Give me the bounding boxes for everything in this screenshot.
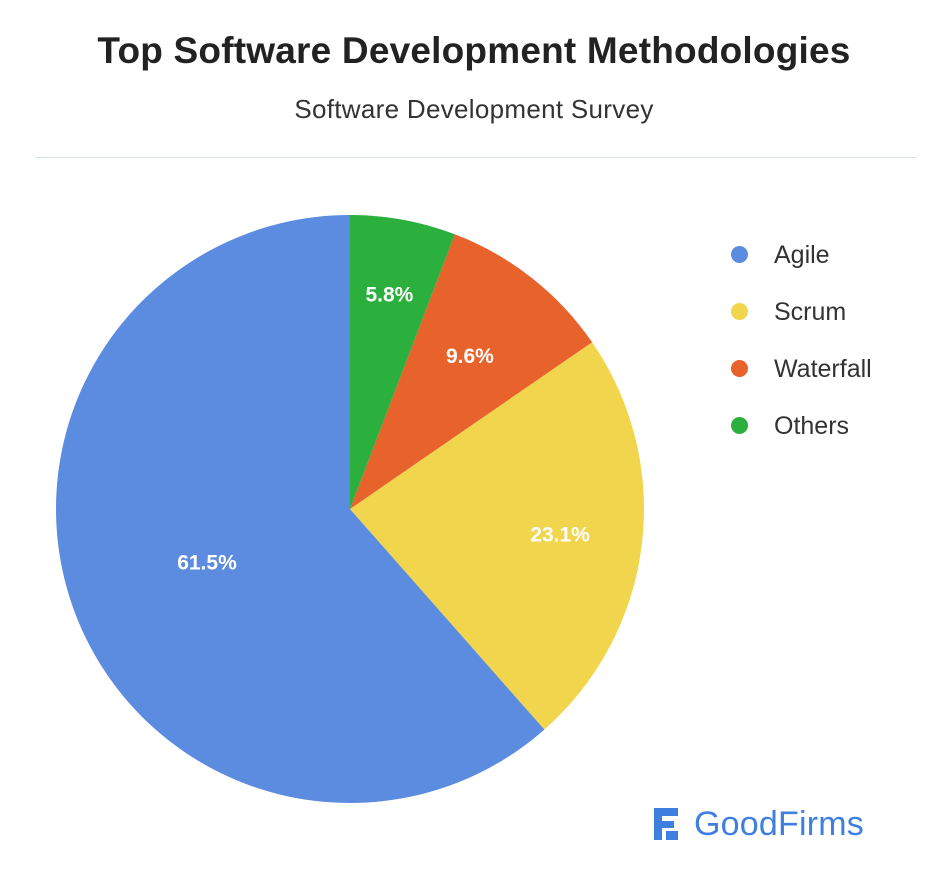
legend-label: Waterfall [774, 354, 872, 383]
title-divider [36, 157, 916, 158]
chart-title: Top Software Development Methodologies [97, 30, 851, 71]
legend-item-waterfall: Waterfall [731, 340, 872, 397]
goodfirms-brand: GoodFirms [650, 804, 864, 844]
pie-slice-agile [55, 215, 545, 803]
goodfirms-logo-icon [654, 808, 678, 840]
goodfirms-wordmark: GoodFirms [694, 804, 864, 843]
slice-label-others: 5.8% [365, 284, 413, 307]
legend-swatch [731, 246, 748, 263]
legend-swatch [731, 303, 748, 320]
pie-slice-waterfall [350, 234, 593, 509]
slice-label-waterfall: 9.6% [446, 345, 494, 368]
legend-item-others: Others [731, 397, 872, 454]
slice-label-agile: 61.5% [177, 552, 237, 575]
legend-swatch [731, 360, 748, 377]
legend-label: Scrum [774, 297, 847, 326]
pie-slice-scrum [350, 342, 644, 730]
legend-item-agile: Agile [731, 226, 872, 283]
pie-slice-others [350, 215, 455, 509]
chart-subtitle: Software Development Survey [294, 94, 654, 124]
chart-legend: Agile Scrum Waterfall Others [731, 226, 872, 454]
slice-label-scrum: 23.1% [530, 523, 590, 546]
legend-item-scrum: Scrum [731, 283, 872, 340]
legend-label: Others [774, 411, 850, 440]
legend-swatch [731, 417, 748, 434]
legend-label: Agile [774, 240, 830, 269]
